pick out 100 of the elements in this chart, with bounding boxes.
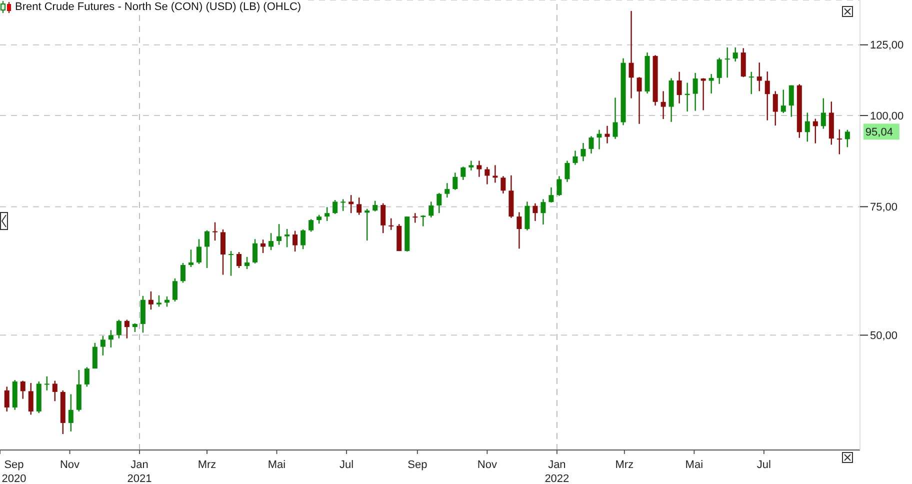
candlestick — [484, 166, 490, 185]
candlestick — [188, 249, 194, 268]
candlestick — [724, 46, 730, 78]
x-tick-label: Jan 2021 — [127, 459, 152, 484]
y-tick-label: 50,00 — [870, 330, 898, 342]
candlestick — [236, 251, 242, 269]
candlestick — [44, 376, 50, 392]
candlestick — [276, 223, 282, 246]
candlestick — [564, 160, 570, 183]
candlestick — [788, 84, 794, 118]
candlestick — [180, 262, 186, 284]
candlestick — [764, 70, 770, 121]
candlestick — [228, 250, 234, 276]
candlestick — [540, 198, 546, 226]
candlestick — [524, 201, 530, 231]
candlestick — [84, 366, 90, 388]
candlestick — [708, 73, 714, 94]
chart-title: Brent Crude Futures - North Se (CON) (USD) (LB) (OHLC) — [15, 1, 302, 13]
candlestick — [220, 228, 226, 276]
candlestick — [844, 129, 850, 148]
candlestick — [308, 218, 314, 232]
candlestick — [324, 206, 330, 222]
candlestick — [636, 76, 642, 124]
candlestick — [588, 136, 594, 154]
candlestick — [244, 256, 250, 270]
candlestick — [660, 90, 666, 120]
candlestick — [820, 98, 826, 130]
x-tick-label: Mai — [268, 459, 286, 471]
candlestick — [364, 208, 370, 242]
candlestick — [436, 192, 442, 214]
candlestick — [148, 290, 154, 310]
candlestick — [804, 112, 810, 142]
candlestick — [28, 382, 34, 416]
x-tick-label: Nov — [60, 459, 80, 471]
x-tick-label: Sep — [408, 459, 428, 471]
candlestick — [20, 380, 26, 400]
candlestick — [68, 394, 74, 432]
candlestick — [380, 202, 386, 234]
candlestick — [556, 176, 562, 196]
candlestick — [692, 72, 698, 112]
x-tick-label: Mrz — [198, 459, 216, 471]
x-tick-label: Mai — [685, 459, 704, 471]
candlestick — [212, 222, 218, 242]
candlestick — [172, 278, 178, 302]
candlestick — [516, 212, 522, 250]
candlestick — [468, 160, 474, 172]
candlestick — [732, 46, 738, 62]
candlestick — [252, 238, 258, 264]
candlestick — [772, 90, 778, 126]
candlestick — [836, 128, 842, 155]
candlestick — [444, 182, 450, 198]
annotation: 95,04 — [865, 126, 893, 139]
candlestick — [596, 129, 602, 150]
candlestick — [476, 160, 482, 178]
candlestick — [748, 71, 754, 95]
candlestick — [604, 125, 610, 144]
x-tick-label: Nov — [477, 459, 498, 471]
candlestick — [116, 319, 122, 339]
candlestick — [332, 199, 338, 215]
candlestick — [532, 202, 538, 222]
candlestick — [492, 164, 498, 184]
candlestick — [108, 330, 114, 348]
y-tick-label: 100,00 — [870, 110, 904, 122]
x-tick-label: Jul — [756, 459, 771, 471]
candlestick — [388, 218, 394, 231]
candlestick — [780, 89, 786, 114]
candlestick — [156, 294, 162, 308]
candlestick — [628, 10, 634, 99]
candlestick — [124, 319, 130, 339]
candlestick — [4, 386, 10, 412]
candlestick — [612, 97, 618, 140]
candlestick — [204, 230, 210, 269]
candlestick — [372, 200, 378, 212]
x-tick-label: Jul — [339, 459, 354, 471]
candlestick — [52, 380, 58, 402]
candlestick — [572, 150, 578, 166]
candlestick — [676, 71, 682, 104]
y-tick-label: 125,00 — [870, 40, 904, 52]
candlestick — [580, 142, 586, 162]
candlestick — [500, 176, 506, 194]
candlestick — [348, 194, 354, 214]
candlestick — [268, 232, 274, 251]
candlestick — [100, 335, 106, 356]
candlestick — [548, 186, 554, 204]
candlestick — [412, 212, 418, 224]
candlestick — [292, 230, 298, 252]
candlestick — [92, 342, 98, 370]
candlestick — [356, 196, 362, 216]
x-tick-label: Mrz — [615, 459, 634, 471]
candlestick — [284, 228, 290, 248]
x-tick-label: Sep 2020 — [2, 459, 26, 484]
candlestick — [260, 239, 266, 254]
candlestick — [428, 201, 434, 218]
candlestick — [196, 238, 202, 265]
candlestick — [340, 198, 346, 212]
candlestick — [700, 78, 706, 111]
candlestick — [756, 62, 762, 92]
candlestick — [300, 228, 306, 250]
candlestick — [812, 118, 818, 144]
x-tick-label: Jan 2022 — [544, 459, 570, 484]
